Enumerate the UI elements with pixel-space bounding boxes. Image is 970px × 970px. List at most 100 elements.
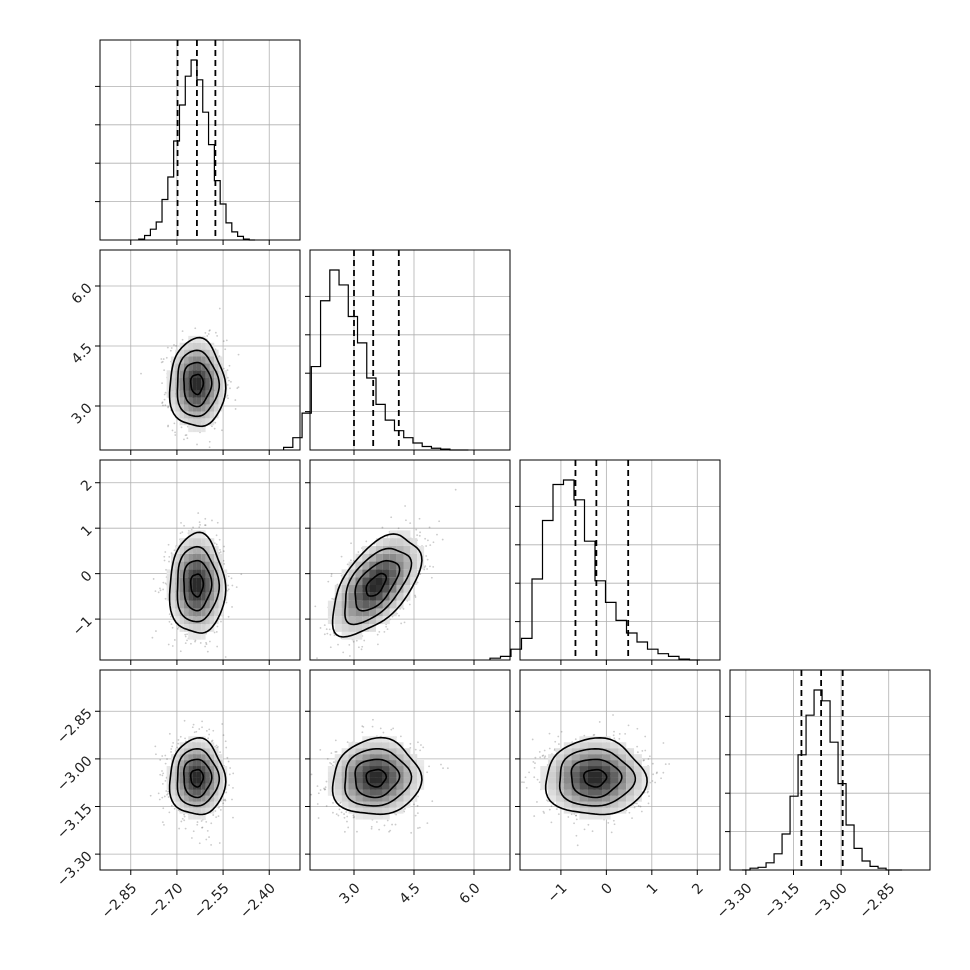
scatter-point <box>334 751 337 753</box>
scatter-point <box>167 643 170 646</box>
scatter-point <box>198 842 201 845</box>
scatter-point <box>163 555 166 558</box>
scatter-point <box>222 550 225 553</box>
density-cell <box>201 553 206 562</box>
density-cell <box>179 397 184 405</box>
density-cell <box>209 411 215 419</box>
density-cell <box>362 592 370 601</box>
scatter-point <box>192 526 194 529</box>
panel-2-2 <box>489 459 721 665</box>
scatter-point <box>319 789 322 791</box>
scatter-point <box>206 650 209 653</box>
scatter-point <box>169 349 172 352</box>
scatter-point <box>219 548 221 551</box>
scatter-point <box>217 745 219 748</box>
density-cell <box>188 342 193 350</box>
scatter-point <box>331 597 334 600</box>
scatter-point <box>363 639 366 642</box>
scatter-point <box>408 603 411 606</box>
scatter-point <box>350 559 352 562</box>
scatter-point <box>219 551 222 553</box>
scatter-point <box>232 772 235 775</box>
axes-frame <box>519 459 721 661</box>
scatter-point <box>152 578 155 580</box>
scatter-point <box>231 606 233 608</box>
density-cell <box>192 538 197 546</box>
density-cell <box>209 356 215 364</box>
scatter-point <box>343 816 346 819</box>
scatter-point <box>227 584 229 587</box>
density-cell <box>214 585 219 593</box>
scatter-point <box>206 335 209 337</box>
scatter-point <box>343 830 346 833</box>
scatter-point <box>177 739 180 741</box>
density-cell <box>179 777 184 784</box>
scatter-point <box>371 725 374 728</box>
density-cell <box>183 608 189 617</box>
scatter-point <box>386 819 389 822</box>
scatter-point <box>196 443 198 446</box>
density-cell <box>201 608 206 617</box>
scatter-point <box>167 424 170 427</box>
density-cell <box>201 356 206 364</box>
scatter-point <box>213 631 216 634</box>
density-cell <box>183 384 189 391</box>
x-tick-label: −2.70 <box>145 880 187 922</box>
x-tick-label: −2.85 <box>99 880 141 922</box>
scatter-point <box>162 807 165 810</box>
density-cell <box>214 363 219 371</box>
density-cell <box>192 742 197 749</box>
scatter-point <box>237 353 240 356</box>
scatter-point <box>352 640 355 643</box>
density-cell <box>170 384 176 391</box>
axes-frame <box>99 39 301 241</box>
scatter-point <box>157 591 160 594</box>
density-cell <box>196 616 202 625</box>
scatter-point <box>197 512 200 514</box>
scatter-point <box>170 804 173 807</box>
density-cell <box>179 411 184 419</box>
scatter-point <box>212 814 215 816</box>
scatter-point <box>195 730 198 733</box>
scatter-point <box>216 521 219 524</box>
scatter-point <box>227 588 230 591</box>
density-cell <box>192 616 197 625</box>
density-cell <box>201 742 206 749</box>
scatter-point <box>350 542 352 545</box>
scatter-point <box>198 521 201 524</box>
y-tick-label: −2.85 <box>54 706 96 748</box>
density-cell <box>170 783 176 790</box>
density-cell <box>218 783 223 790</box>
scatter-point <box>163 559 166 562</box>
scatter-point <box>163 369 166 372</box>
scatter-point <box>325 628 328 631</box>
scatter-point <box>170 751 172 753</box>
scatter-point <box>180 521 182 524</box>
panel-0-0 <box>95 39 301 245</box>
density-cell <box>196 370 202 378</box>
scatter-point <box>167 796 170 798</box>
density-cell <box>196 742 202 749</box>
scatter-point <box>181 817 184 820</box>
scatter-point <box>215 543 218 546</box>
scatter-point <box>228 364 231 367</box>
scatter-point <box>382 731 385 734</box>
scatter-point <box>370 827 373 830</box>
scatter-point <box>227 575 230 578</box>
density-cell <box>192 771 197 778</box>
scatter-point <box>184 633 187 636</box>
scatter-point <box>417 795 419 798</box>
scatter-point <box>348 655 351 657</box>
scatter-point <box>200 820 203 822</box>
scatter-point <box>386 535 389 538</box>
scatter-point <box>161 774 164 777</box>
scatter-point <box>183 815 186 818</box>
scatter-point <box>173 549 176 552</box>
density-cell <box>179 789 184 796</box>
scatter-point <box>398 614 400 617</box>
contour-line <box>168 336 227 428</box>
scatter-point <box>232 816 234 819</box>
histogram-2 <box>489 479 700 661</box>
density-cell <box>205 370 210 378</box>
density-cell <box>179 363 184 371</box>
